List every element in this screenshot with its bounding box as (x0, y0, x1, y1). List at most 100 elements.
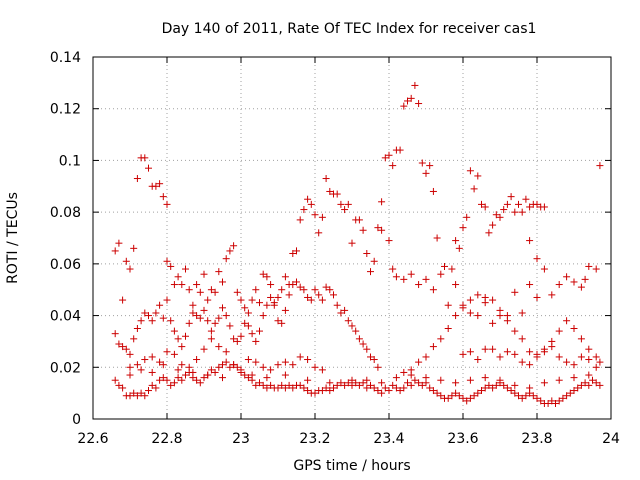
data-point (344, 200, 352, 208)
data-point (167, 381, 175, 389)
data-point (400, 275, 408, 283)
data-point (518, 358, 526, 366)
grid-lines (93, 57, 611, 419)
data-point (337, 309, 345, 317)
data-point (318, 387, 326, 395)
data-point (415, 281, 423, 289)
data-point (126, 392, 134, 400)
data-point (459, 350, 467, 358)
data-point (570, 387, 578, 395)
data-point (152, 384, 160, 392)
data-point (167, 317, 175, 325)
data-point (226, 363, 234, 371)
data-point (385, 151, 393, 159)
data-point (148, 353, 156, 361)
data-point (204, 296, 212, 304)
data-point (304, 195, 312, 203)
data-point (563, 392, 571, 400)
data-point (474, 291, 482, 299)
data-point (392, 273, 400, 281)
data-point (159, 361, 167, 369)
data-point (503, 200, 511, 208)
data-point (503, 384, 511, 392)
data-point (481, 374, 489, 382)
data-point (492, 211, 500, 219)
data-point (182, 265, 189, 273)
data-point (170, 327, 178, 335)
data-point (130, 335, 138, 343)
x-tick-label: 22.8 (151, 431, 182, 447)
data-point (359, 226, 367, 234)
data-point (585, 381, 593, 389)
data-point (145, 387, 152, 395)
data-point (511, 350, 519, 358)
data-point (259, 270, 267, 278)
data-point (526, 348, 534, 356)
data-point (577, 381, 585, 389)
data-point (363, 345, 371, 353)
data-point (270, 301, 278, 309)
data-point (355, 216, 363, 224)
data-point (230, 361, 238, 369)
data-point (278, 286, 286, 294)
data-point (237, 332, 245, 340)
data-point (544, 399, 552, 407)
data-point (215, 314, 223, 322)
data-point (518, 394, 526, 402)
data-point (411, 81, 419, 89)
data-point (478, 387, 485, 395)
data-point (400, 102, 408, 110)
data-point (159, 193, 167, 201)
data-point (503, 348, 511, 356)
data-point (400, 384, 408, 392)
data-point (326, 387, 334, 395)
data-point (244, 309, 252, 317)
data-point (592, 379, 600, 387)
data-point (207, 366, 215, 374)
data-point (481, 293, 489, 301)
data-point (585, 356, 593, 364)
data-point (481, 203, 489, 211)
data-point (315, 229, 323, 237)
data-point (407, 381, 415, 389)
data-point (304, 387, 312, 395)
data-point (163, 200, 171, 208)
axis-ticks (92, 56, 612, 420)
data-point (348, 239, 356, 247)
data-point (466, 394, 474, 402)
data-point (122, 257, 130, 265)
data-point (126, 350, 134, 358)
data-point (111, 376, 119, 384)
x-tick-label: 24 (602, 431, 620, 447)
data-point (452, 389, 460, 397)
data-point (182, 332, 189, 340)
data-point (296, 216, 304, 224)
data-point (189, 309, 197, 317)
y-tick-label: 0.12 (50, 102, 81, 118)
data-point (507, 193, 515, 201)
data-point (178, 376, 186, 384)
data-point (130, 244, 138, 252)
data-point (145, 164, 152, 172)
data-point (278, 381, 286, 389)
data-point (592, 353, 600, 361)
data-point (159, 374, 167, 382)
data-point (174, 374, 182, 382)
data-point (526, 384, 534, 392)
data-point (485, 381, 493, 389)
data-point (381, 384, 389, 392)
data-point (289, 384, 297, 392)
data-point (452, 312, 460, 320)
data-point (581, 275, 589, 283)
data-point (400, 368, 408, 376)
data-point (500, 381, 508, 389)
data-point (489, 296, 497, 304)
data-point (248, 330, 256, 338)
data-point (389, 162, 397, 170)
data-point (522, 392, 530, 400)
data-point (392, 374, 400, 382)
data-point (289, 281, 297, 289)
data-point (470, 392, 478, 400)
data-point (452, 379, 460, 387)
data-point (459, 224, 467, 232)
